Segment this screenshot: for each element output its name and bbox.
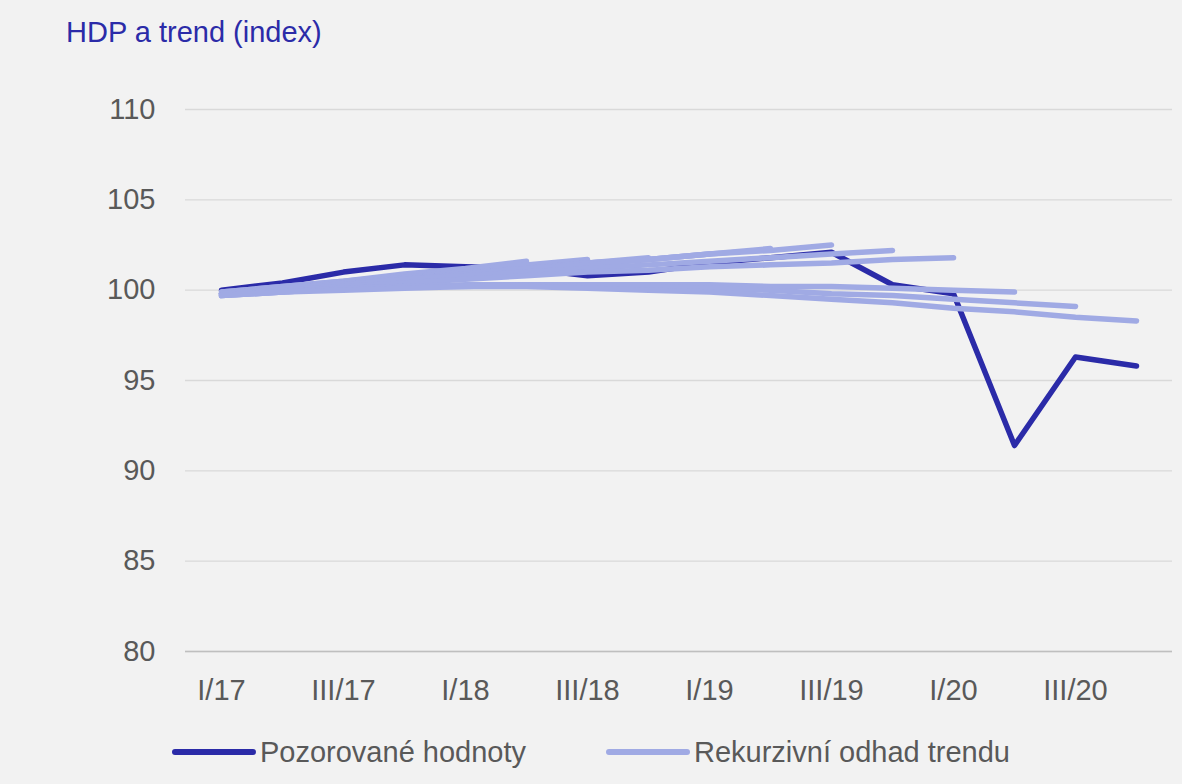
html-text:Rekurzivní odhad trendu: Rekurzivní odhad trendu	[694, 735, 1010, 768]
svg-text:III/19: III/19	[799, 674, 864, 706]
svg-text:I/20: I/20	[929, 674, 977, 706]
svg-text:105: 105	[107, 183, 155, 215]
svg-text:80: 80	[123, 635, 155, 667]
svg-text:110: 110	[109, 93, 155, 125]
svg-text:I/19: I/19	[685, 674, 733, 706]
svg-text:90: 90	[123, 454, 155, 486]
svg-text:I/18: I/18	[441, 674, 489, 706]
svg-text:95: 95	[123, 364, 155, 396]
html-text:Pozorované hodnoty: Pozorované hodnoty	[260, 735, 526, 768]
svg-text:III/20: III/20	[1043, 674, 1108, 706]
svg-text:III/17: III/17	[311, 674, 376, 706]
svg-text:I/17: I/17	[197, 674, 245, 706]
svg-text:III/18: III/18	[555, 674, 620, 706]
svg-text:100: 100	[107, 273, 155, 305]
html-text:HDP a trend (index): HDP a trend (index)	[66, 16, 322, 48]
svg-text:85: 85	[123, 544, 155, 576]
